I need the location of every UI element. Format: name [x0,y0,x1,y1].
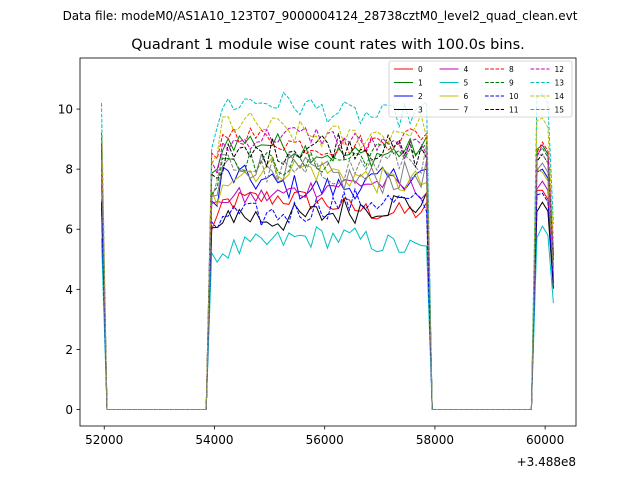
series-line-6 [101,155,554,410]
legend-label-3: 3 [418,106,423,115]
legend-label-6: 6 [464,92,469,101]
x-tick-label: 52000 [85,433,123,447]
y-tick-label: 4 [65,283,73,297]
x-tick-label: 60000 [526,433,564,447]
series-line-5 [101,225,554,410]
x-tick-label: 54000 [195,433,233,447]
legend-label-2: 2 [418,92,423,101]
legend-label-0: 0 [418,65,423,74]
series-line-12 [101,126,554,410]
y-tick-label: 6 [65,223,73,237]
series-line-3 [101,192,554,410]
series-line-10 [101,187,554,410]
series-line-1 [101,132,554,410]
legend-label-5: 5 [464,79,469,88]
series-line-14 [101,111,554,410]
series-line-9 [101,141,554,410]
legend-label-11: 11 [509,106,519,115]
legend-label-4: 4 [464,65,469,74]
ticks-layer: 52000 54000 56000 58000 60000 0 2 4 6 8 10 [58,103,565,447]
y-tick-label: 0 [65,403,73,417]
legend-label-8: 8 [509,65,514,74]
legend-label-9: 9 [509,79,514,88]
legend-label-15: 15 [555,106,565,115]
y-tick-label: 2 [65,343,73,357]
x-tick-label: 58000 [416,433,454,447]
series-layer [101,91,554,410]
series-line-7 [101,153,554,410]
series-line-0 [101,189,554,410]
series-line-8 [101,127,554,410]
series-line-4 [101,174,554,410]
y-tick-label: 10 [58,103,73,117]
legend-box [388,60,573,118]
y-tick-label: 8 [65,163,73,177]
series-line-11 [101,133,554,410]
legend-label-7: 7 [464,106,469,115]
axes-frame [79,57,577,427]
series-line-15 [101,144,554,410]
series-line-13 [101,91,554,410]
legend-label-12: 12 [555,65,565,74]
legend-label-1: 1 [418,79,423,88]
series-line-2 [101,164,554,410]
x-tick-label: 56000 [306,433,344,447]
x-offset-label: +3.488e8 [517,455,576,469]
legend-label-14: 14 [555,92,565,101]
legend-label-13: 13 [555,79,565,88]
chart-title: Quadrant 1 module wise count rates with … [131,37,525,53]
suptitle: Data file: modeM0/AS1A10_123T07_90000041… [63,9,578,23]
legend-label-10: 10 [509,92,519,101]
